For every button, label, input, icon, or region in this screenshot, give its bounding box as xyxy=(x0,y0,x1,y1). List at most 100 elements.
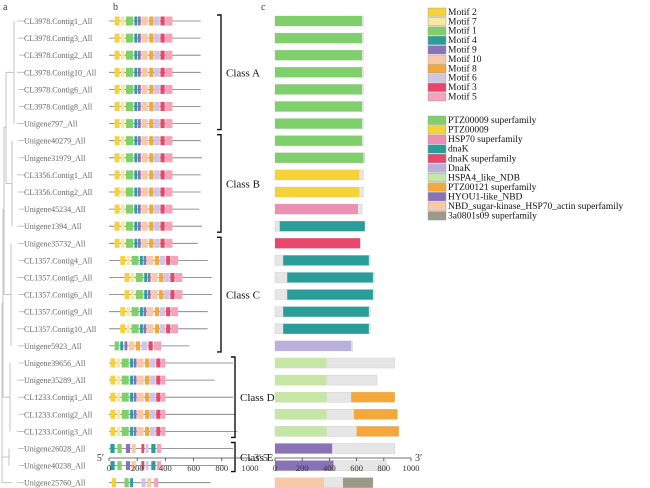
motif-box xyxy=(149,238,154,248)
motif-box xyxy=(154,170,160,180)
gene-label: CL3978.Contig6_All xyxy=(24,85,93,94)
motif-box xyxy=(144,375,150,385)
legend-swatch xyxy=(427,144,447,154)
motif-box xyxy=(149,426,156,436)
legend-swatch xyxy=(427,192,447,202)
motif-box xyxy=(149,170,154,180)
motif-box xyxy=(137,392,144,402)
gene-label: CL1357.Contig10_All xyxy=(24,325,97,334)
motif-box xyxy=(161,426,166,436)
legend-label: PTZ00009 superfamily xyxy=(448,115,537,126)
motif-box xyxy=(124,273,130,282)
motif-box xyxy=(124,478,129,488)
motif-box xyxy=(130,273,135,282)
motif-box xyxy=(120,307,126,317)
motif-box xyxy=(134,221,138,231)
motif-box xyxy=(165,50,173,60)
motif-box xyxy=(154,33,160,43)
class-bracket xyxy=(217,134,222,233)
motif-box xyxy=(125,119,133,129)
motif-box xyxy=(131,324,139,334)
legend-swatch xyxy=(427,134,447,144)
motif-box xyxy=(114,170,120,180)
motif-box xyxy=(147,273,151,282)
motif-box xyxy=(114,221,120,231)
motif-box xyxy=(149,221,154,231)
motif-box xyxy=(126,324,131,334)
motif-box xyxy=(111,478,117,488)
gene-label: Unigene5923_All xyxy=(24,342,82,351)
motif-box xyxy=(125,170,133,180)
gene-label: CL3978.Contig8_All xyxy=(24,103,93,112)
motif-box xyxy=(133,409,137,419)
motif-box xyxy=(125,153,133,163)
legend-swatch xyxy=(427,17,447,26)
motif-box xyxy=(175,273,183,282)
motif-box xyxy=(149,409,156,419)
domain-box xyxy=(283,255,369,266)
motif-box xyxy=(154,221,160,231)
motif-box xyxy=(116,375,121,385)
motif-box xyxy=(154,187,160,197)
motif-box xyxy=(110,358,116,368)
motif-axis-end-label: 3′ xyxy=(254,453,261,464)
motif-box xyxy=(120,84,125,94)
motif-box xyxy=(137,204,141,214)
motif-box xyxy=(141,84,148,94)
gene-label: Unigene40279_All xyxy=(24,137,86,146)
motif-box xyxy=(160,16,165,26)
motif-box xyxy=(161,375,166,385)
motif-box xyxy=(147,290,151,300)
domain-box xyxy=(275,50,363,61)
domain-box xyxy=(343,477,373,488)
gene-label: CL3978.Contig2_All xyxy=(24,51,93,60)
motif-box xyxy=(143,324,147,334)
domain-box xyxy=(283,323,369,334)
motif-box xyxy=(134,136,138,146)
motif-box xyxy=(141,341,148,351)
gene-labels: CL3978.Contig1_All CL3978.Contig3_All CL39… xyxy=(24,17,97,488)
motif-box xyxy=(125,50,133,60)
motif-box xyxy=(137,16,141,26)
gene-label: Unigene39656_All xyxy=(24,359,86,368)
motif-box xyxy=(160,33,165,43)
domain-box xyxy=(275,187,360,197)
motif-box xyxy=(154,341,162,351)
motif-box xyxy=(161,392,166,402)
motif-box xyxy=(125,102,133,111)
legend-label: HSP70 superfamily xyxy=(448,134,523,145)
motif-box xyxy=(134,187,138,197)
motif-axis-tick-label: 800 xyxy=(215,463,228,473)
motif-box xyxy=(160,238,165,248)
motif-box xyxy=(160,84,165,94)
motif-box xyxy=(137,221,141,231)
domain-box xyxy=(287,289,373,300)
motif-box xyxy=(144,392,150,402)
domain-axis-tick-label: 1000 xyxy=(403,463,420,473)
motif-box xyxy=(143,307,147,317)
motif-box xyxy=(149,84,154,94)
motif-box xyxy=(154,324,160,334)
motif-box xyxy=(166,255,171,265)
motif-box xyxy=(171,255,179,265)
motif-box xyxy=(120,67,125,77)
motif-box xyxy=(154,84,160,94)
motif-axis-tick-label: 600 xyxy=(187,463,200,473)
motif-box xyxy=(141,16,148,26)
class-label: Class C xyxy=(226,290,260,302)
motif-box xyxy=(114,187,120,197)
motif-box xyxy=(110,444,115,453)
gene-label: Unigene26028_All xyxy=(24,445,86,454)
legend-swatch xyxy=(427,115,447,125)
phylogenetic-tree xyxy=(1,20,24,484)
domain-box xyxy=(275,409,327,420)
gene-label: CL3356.Contig2_All xyxy=(24,188,93,197)
motif-box xyxy=(145,461,149,471)
motif-box xyxy=(144,426,150,436)
motif-box xyxy=(144,409,150,419)
domain-box xyxy=(275,426,327,437)
motif-box xyxy=(160,170,165,180)
